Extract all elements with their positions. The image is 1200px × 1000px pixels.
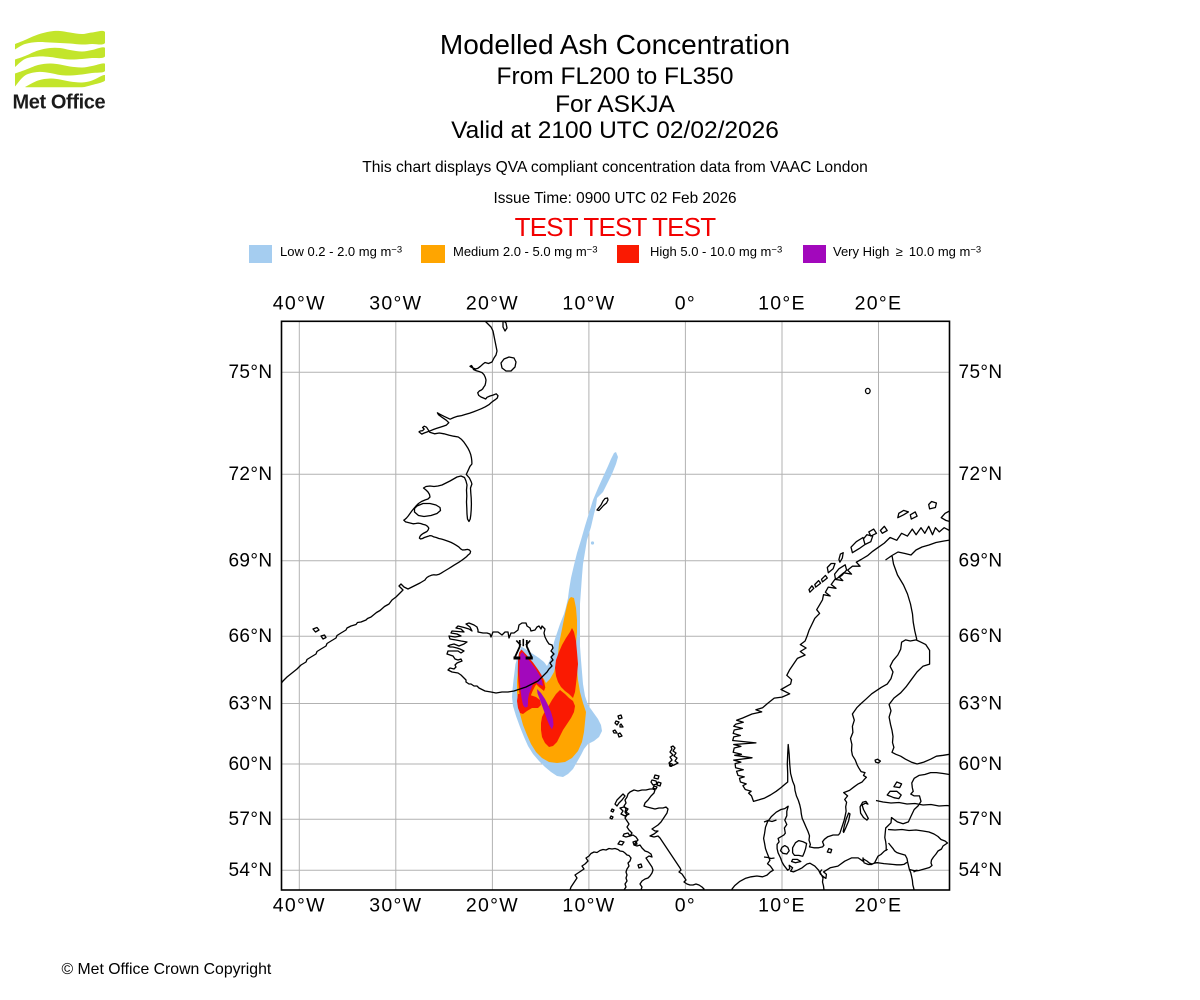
svg-text:63°N: 63°N (228, 693, 272, 714)
svg-text:60°N: 60°N (959, 754, 1003, 775)
svg-text:20°W: 20°W (466, 293, 519, 315)
svg-text:10°W: 10°W (562, 895, 615, 917)
svg-text:10°W: 10°W (562, 293, 615, 315)
svg-text:75°N: 75°N (228, 362, 272, 383)
svg-text:75°N: 75°N (959, 362, 1003, 383)
svg-text:20°E: 20°E (855, 293, 903, 315)
svg-text:54°N: 54°N (959, 860, 1003, 881)
svg-text:0°: 0° (675, 293, 696, 315)
svg-text:72°N: 72°N (228, 464, 272, 485)
svg-text:40°W: 40°W (273, 895, 326, 917)
svg-text:40°W: 40°W (273, 293, 326, 315)
svg-text:30°W: 30°W (369, 895, 422, 917)
svg-text:66°N: 66°N (959, 626, 1003, 647)
svg-text:63°N: 63°N (959, 693, 1003, 714)
svg-text:57°N: 57°N (228, 809, 272, 830)
svg-text:Met Office: Met Office (13, 92, 106, 114)
svg-text:69°N: 69°N (959, 551, 1003, 572)
svg-text:10°E: 10°E (758, 895, 806, 917)
svg-text:57°N: 57°N (959, 809, 1003, 830)
svg-text:66°N: 66°N (228, 626, 272, 647)
svg-text:72°N: 72°N (959, 464, 1003, 485)
svg-text:30°W: 30°W (369, 293, 422, 315)
svg-text:60°N: 60°N (228, 754, 272, 775)
svg-text:20°E: 20°E (855, 895, 903, 917)
svg-text:54°N: 54°N (228, 860, 272, 881)
svg-text:0°: 0° (675, 895, 696, 917)
svg-text:20°W: 20°W (466, 895, 519, 917)
svg-text:10°E: 10°E (758, 293, 806, 315)
svg-text:69°N: 69°N (228, 551, 272, 572)
